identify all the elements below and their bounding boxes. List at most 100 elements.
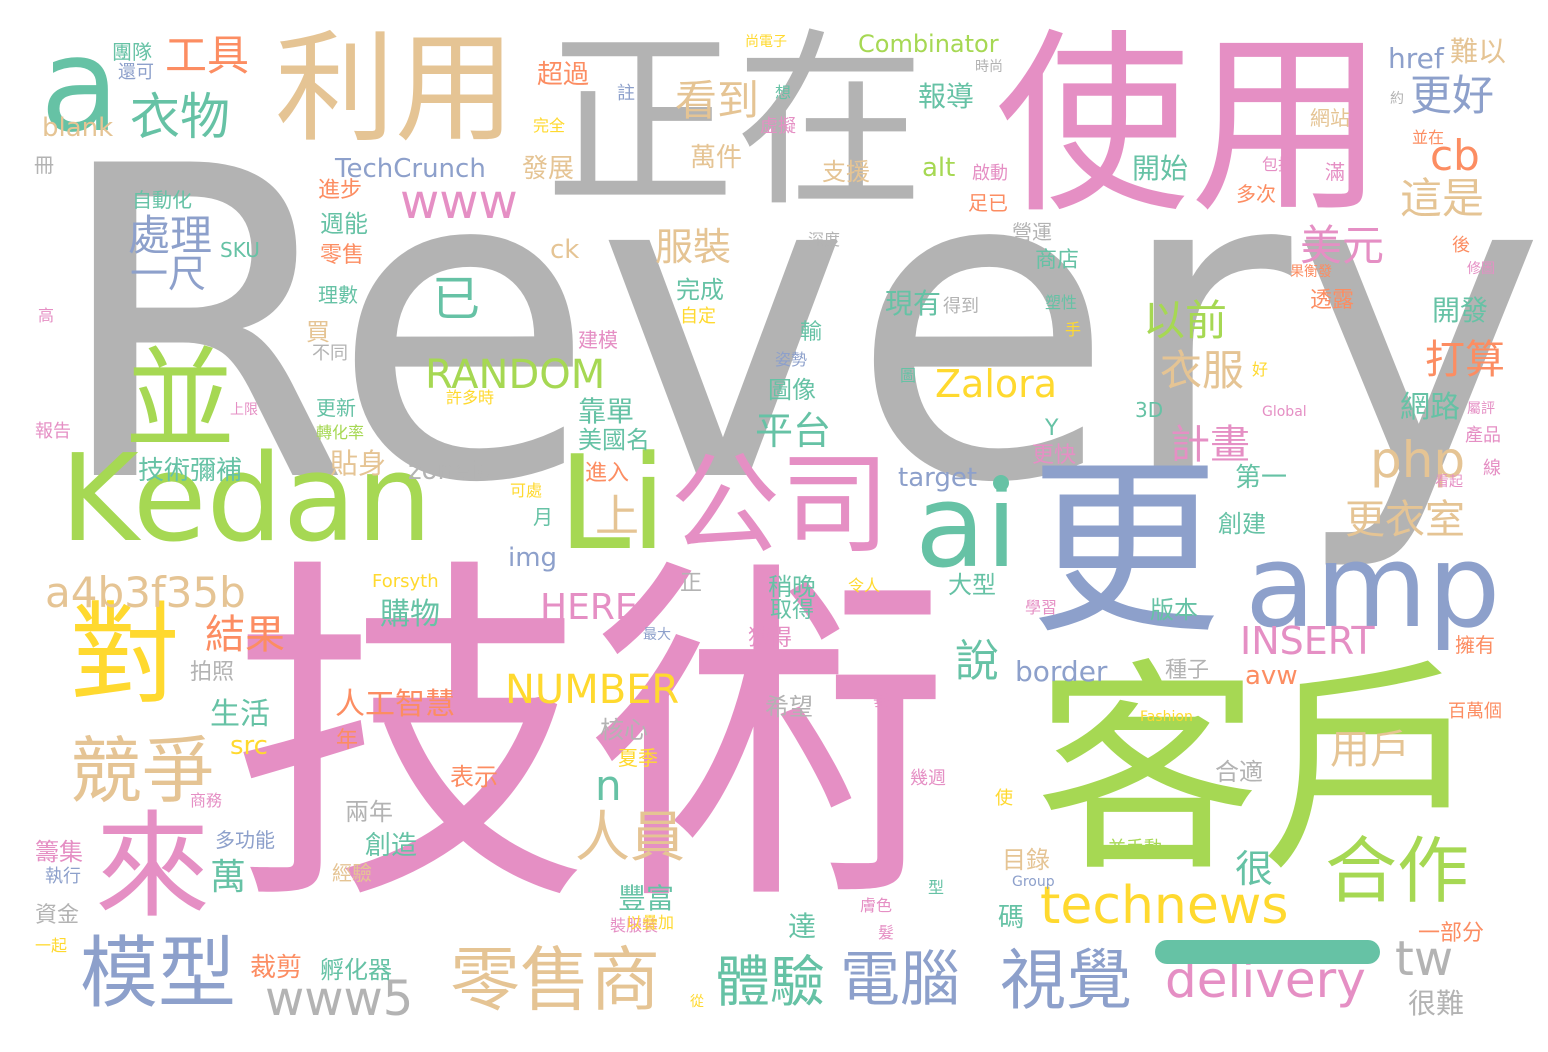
word-global: Global bbox=[1262, 404, 1307, 420]
word-butong: 不同 bbox=[312, 343, 348, 364]
word-meiguoming: 美國名 bbox=[578, 426, 650, 454]
word-gouwu: 購物 bbox=[380, 597, 440, 632]
word-xuni: 虛擬 bbox=[760, 116, 796, 137]
word-jinru: 進入 bbox=[585, 461, 630, 486]
word-wangzhan: 網站 bbox=[1310, 106, 1350, 130]
word-shangwu: 商務 bbox=[190, 791, 223, 810]
word-jihua: 計畫 bbox=[1170, 422, 1250, 468]
word-chouji: 籌集 bbox=[35, 838, 83, 866]
word-src: src bbox=[230, 731, 268, 761]
word-yi: 已 bbox=[432, 271, 481, 327]
word-shou: 手 bbox=[1065, 320, 1082, 339]
word-diannao: 電腦 bbox=[840, 945, 960, 1015]
word-php: php bbox=[1370, 431, 1466, 489]
word-rengongzhihui: 人工智慧 bbox=[335, 687, 455, 722]
word-pingtai: 平台 bbox=[755, 409, 832, 453]
word-yue: 月 bbox=[533, 505, 553, 529]
word-xiutu: 修圖 bbox=[1467, 261, 1495, 277]
word-zheshi: 這是 bbox=[1400, 174, 1485, 223]
word-wancheng: 完成 bbox=[676, 276, 724, 304]
word-geng: 更 bbox=[1030, 439, 1221, 660]
word-hennan: 很難 bbox=[1408, 987, 1465, 1020]
word-dui: 對 bbox=[70, 591, 180, 719]
stray-dot-mark bbox=[993, 475, 1009, 491]
word-zhengzai: 正在 bbox=[545, 12, 926, 233]
word-chaoguo: 超過 bbox=[537, 60, 590, 90]
word-ma: 碼 bbox=[998, 903, 1025, 933]
word-banben: 版本 bbox=[1150, 596, 1198, 624]
word-guohengfa: 果衡發 bbox=[1290, 264, 1332, 280]
word-random: RANDOM bbox=[425, 352, 606, 398]
word-a4b3f35b: a4b3f35b bbox=[45, 568, 246, 617]
word-kehu: 客戶 bbox=[1035, 641, 1485, 903]
word-gengyishi: 更衣室 bbox=[1345, 497, 1465, 543]
word-zuida: 最大 bbox=[643, 627, 671, 643]
word-baodao: 報導 bbox=[918, 80, 975, 113]
word-fuhuaqi: 孵化器 bbox=[320, 956, 392, 984]
word-shenghuo: 生活 bbox=[210, 697, 270, 732]
word-chuangzao: 創造 bbox=[365, 831, 418, 861]
word-liangnian: 兩年 bbox=[345, 798, 393, 826]
word-moxing: 模型 bbox=[80, 929, 237, 1019]
word-baogao: 報告 bbox=[35, 421, 71, 442]
word-jingzheng: 競爭 bbox=[70, 729, 215, 813]
word-hezuo: 合作 bbox=[1325, 829, 1470, 913]
word-lingren: 令人 bbox=[848, 576, 881, 595]
word-caijian: 裁剪 bbox=[250, 953, 303, 983]
word-kaodan: 靠單 bbox=[578, 395, 635, 428]
word-yingyun: 營運 bbox=[1012, 220, 1052, 244]
word-shishang: 時尚 bbox=[975, 59, 1003, 75]
word-number: NUMBER bbox=[505, 667, 680, 713]
word-combinator: Combinator bbox=[858, 30, 999, 58]
word-shangdian: 商店 bbox=[1035, 248, 1080, 273]
word-meiyuan: 美元 bbox=[1300, 221, 1385, 270]
word-y: Y bbox=[1045, 416, 1059, 441]
word-insert: INSERT bbox=[1240, 619, 1375, 663]
word-wanjian: 萬件 bbox=[690, 143, 743, 173]
word-yifu: 衣服 bbox=[1160, 346, 1245, 395]
word-fengfu: 豐富 bbox=[618, 882, 675, 915]
word-ziding: 自定 bbox=[680, 306, 716, 327]
word-xiang: 想 bbox=[775, 83, 792, 102]
word-fa: 髮 bbox=[878, 923, 895, 942]
word-yidiejia: 以疊加 bbox=[626, 913, 675, 932]
word-hexin: 核心 bbox=[600, 716, 648, 744]
word-yonghu: 用戶 bbox=[1330, 727, 1410, 773]
word-tu: 圖 bbox=[900, 366, 917, 385]
word-lingshoushang: 零售商 bbox=[450, 939, 660, 1021]
word-cong: 從 bbox=[690, 994, 704, 1010]
word-zoneid: zoneid bbox=[408, 456, 494, 486]
word-duoci: 多次 bbox=[1236, 182, 1276, 206]
word-img: img bbox=[508, 543, 558, 573]
word-huode: 獲得 bbox=[748, 626, 793, 651]
word-shiyong: 使用 bbox=[995, 12, 1385, 239]
word-xuduoshi: 許多時 bbox=[446, 388, 495, 407]
word-wan: 萬 bbox=[210, 857, 247, 898]
word-heshi: 合適 bbox=[1215, 758, 1263, 786]
word-li: Li bbox=[558, 427, 667, 579]
word-yiwu: 衣物 bbox=[130, 88, 230, 146]
word-renyuan: 人員 bbox=[575, 805, 686, 869]
word-group: Group bbox=[1012, 874, 1055, 890]
word-lai: 來 bbox=[95, 800, 211, 934]
word-shuo: 說 bbox=[955, 636, 999, 687]
word-hen: 很 bbox=[1235, 847, 1274, 891]
word-baokuo: 包括 bbox=[1262, 155, 1295, 174]
word-href: href bbox=[1388, 42, 1444, 75]
word-shangdianzi: 尚電子 bbox=[745, 34, 787, 50]
word-zidonghua: 自動化 bbox=[132, 188, 192, 212]
word-xianyou: 現有 bbox=[885, 287, 942, 320]
word-xian: 線 bbox=[1483, 458, 1501, 479]
word-alt: alt bbox=[922, 153, 956, 183]
word-ce: 冊 bbox=[34, 153, 54, 177]
word-amp: amp bbox=[1245, 520, 1501, 654]
stray-bar-mark bbox=[1155, 940, 1380, 964]
word-shang: 上 bbox=[595, 491, 639, 542]
word-techcrunch: TechCrunch bbox=[335, 154, 486, 184]
word-shi: 使 bbox=[995, 788, 1013, 809]
word-zhuangfuzhuang: 裝服裝 bbox=[610, 916, 659, 935]
word-shuping: 屬評 bbox=[1467, 401, 1495, 417]
word-ck: ck bbox=[550, 235, 580, 265]
word-kaifa: 開發 bbox=[1432, 294, 1489, 327]
word-lingshou: 零售 bbox=[320, 243, 365, 268]
